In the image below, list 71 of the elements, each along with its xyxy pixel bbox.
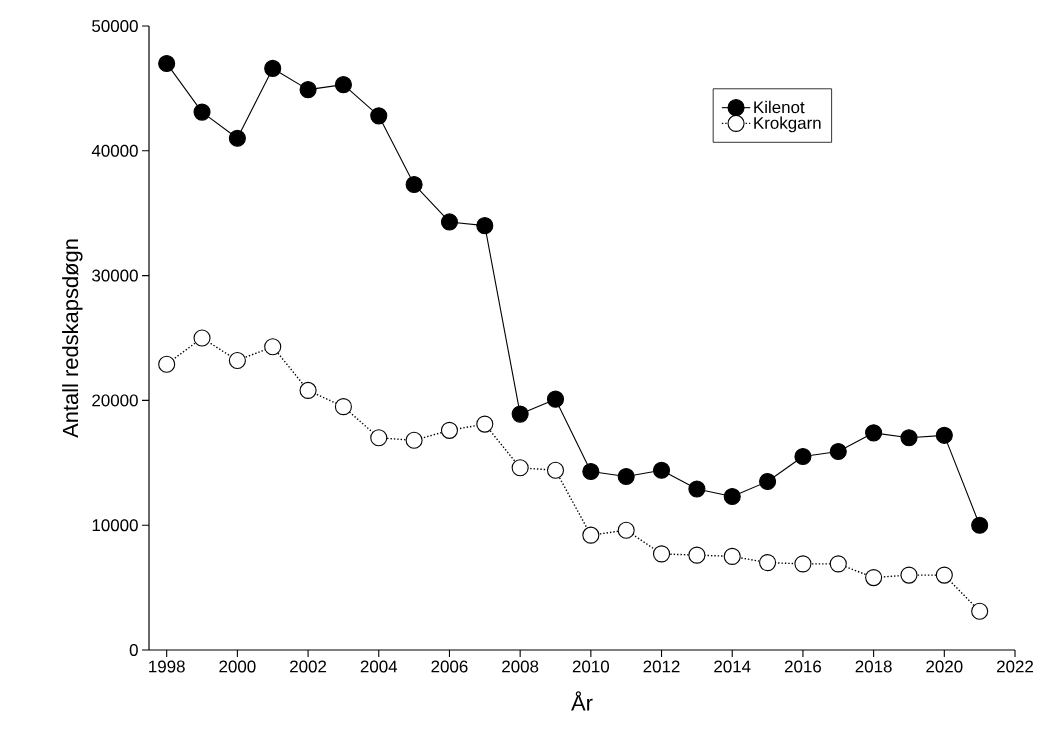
x-tick-label: 2010: [572, 660, 610, 673]
point: [476, 217, 494, 235]
x-tick-label: 2002: [290, 660, 327, 673]
x-tick-label: 2020: [926, 660, 963, 673]
point: [476, 415, 494, 433]
point: [334, 76, 352, 94]
point: [794, 448, 812, 466]
point: [299, 381, 317, 399]
point: [935, 426, 953, 444]
point: [759, 554, 777, 572]
x-tick-label: 2012: [643, 660, 680, 673]
point: [264, 338, 282, 356]
point: [829, 555, 847, 573]
point: [440, 213, 459, 231]
point: [405, 175, 423, 194]
point: [546, 390, 565, 408]
point: [511, 459, 529, 477]
point: [228, 129, 246, 147]
point: [405, 431, 423, 449]
x-tick-label: 2014: [714, 660, 751, 673]
point: [193, 103, 211, 121]
y-tick-label: 10000: [92, 519, 138, 532]
point: [723, 547, 741, 565]
point: [971, 602, 989, 620]
point: [158, 54, 176, 72]
y-axis-title: Antall redskapsdøgn: [62, 239, 83, 438]
point: [370, 429, 388, 447]
point: [370, 107, 388, 125]
x-tick-label: 1998: [149, 660, 185, 673]
point: [546, 461, 565, 479]
point: [723, 487, 741, 506]
y-tick-label: 30000: [92, 269, 138, 282]
legend-label: Kilenot: [754, 100, 805, 114]
point: [829, 443, 847, 461]
y-tick-label: 0: [129, 643, 138, 656]
point: [158, 355, 176, 373]
point: [688, 546, 706, 564]
point: [440, 421, 459, 439]
y-tick-label: 20000: [92, 394, 138, 407]
x-tick-label: 2016: [784, 660, 822, 673]
point: [759, 472, 777, 491]
point: [582, 526, 600, 544]
point: [900, 429, 918, 447]
point: [334, 398, 352, 416]
point: [617, 467, 635, 486]
x-tick-label: 2000: [219, 660, 256, 673]
point: [264, 59, 282, 77]
point: [511, 405, 529, 423]
x-axis-title: År: [571, 691, 593, 711]
point: [652, 461, 671, 479]
y-tick-label: 40000: [91, 144, 138, 157]
x-tick-label: 2006: [431, 660, 468, 673]
point: [794, 555, 812, 573]
legend-label: Krokgarn: [754, 116, 821, 133]
point: [935, 566, 953, 584]
point: [299, 81, 317, 99]
point: [582, 462, 600, 481]
x-tick-label: 2018: [855, 660, 892, 673]
x-tick-label: 2022: [997, 660, 1033, 673]
point: [228, 351, 246, 369]
point: [688, 480, 706, 498]
point: [652, 545, 671, 563]
y-tick-label: 50000: [92, 19, 138, 32]
x-tick-label: 2008: [502, 660, 539, 673]
x-tick-label: 2004: [360, 660, 398, 673]
point: [971, 516, 989, 534]
point: [900, 566, 918, 584]
point: [865, 424, 883, 442]
point: [865, 569, 883, 587]
point: [617, 521, 635, 539]
point: [193, 329, 211, 347]
